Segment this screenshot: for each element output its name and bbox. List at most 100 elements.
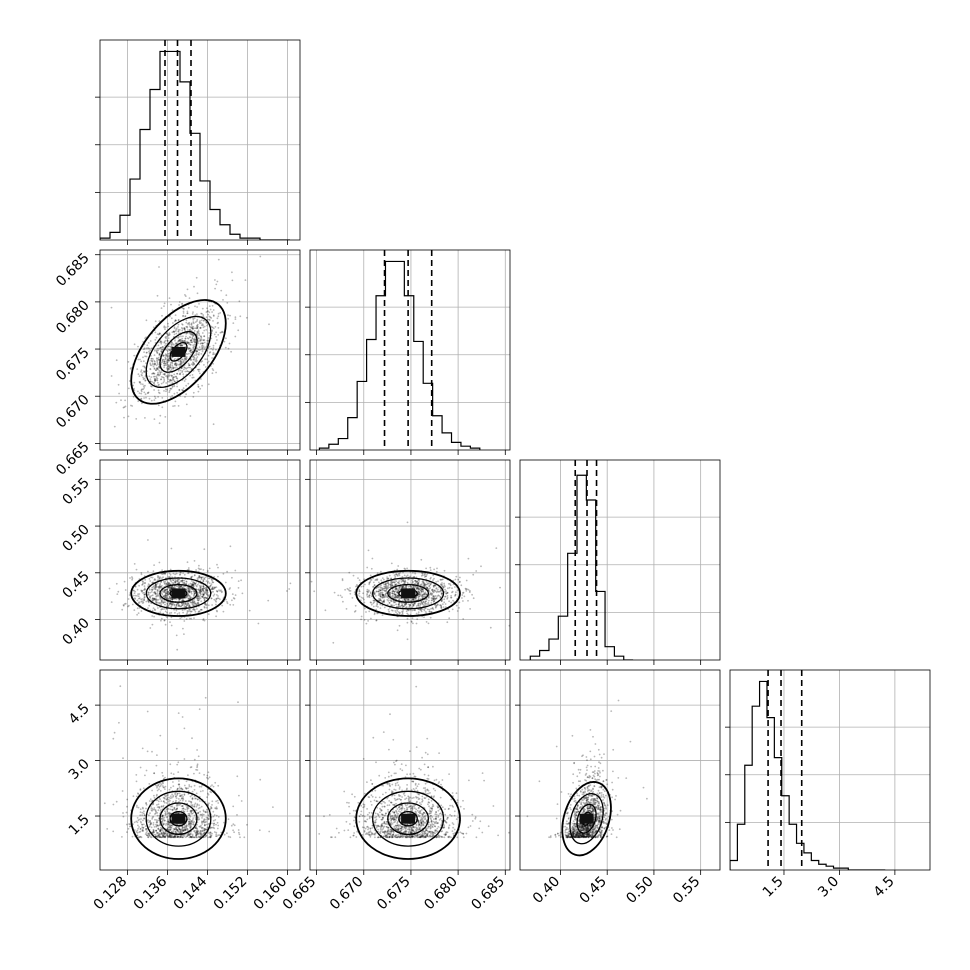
sample-point [202,790,204,792]
sample-point [205,597,208,599]
sample-point [140,390,143,393]
sample-point [393,604,395,607]
sample-point [151,807,154,810]
sample-point [142,388,145,391]
sample-point [187,329,189,331]
sample-point [138,375,141,377]
sample-point [446,595,449,597]
sample-point [211,326,214,329]
sample-point [458,601,461,604]
sample-point [163,832,166,835]
sample-point [154,812,157,815]
sample-point [417,590,419,593]
sample-point [180,363,182,365]
sample-point [184,294,186,296]
sample-point [393,591,396,593]
sample-point [157,595,159,598]
sample-point [167,598,170,601]
sample-point [439,590,442,593]
sample-point [394,594,397,597]
sample-point [191,333,193,336]
sample-point [186,367,189,369]
sample-point [153,597,156,600]
sample-point [174,363,176,366]
sample-point [152,375,155,378]
sample-point [144,379,147,382]
y-tick-label: 0.675 [53,345,93,385]
sample-point [147,570,149,573]
sample-point [178,388,181,391]
sample-point [130,404,132,407]
sample-point [187,572,189,575]
sample-point [412,598,414,601]
sample-point [360,585,363,588]
sample-point [396,609,399,612]
sample-point [175,327,178,330]
sample-point [197,342,200,344]
sample-point [406,638,409,641]
histogram-steps [318,260,481,450]
sample-point [162,576,165,579]
sample-point [210,807,213,809]
sample-point [177,712,180,714]
sample-point [149,823,152,826]
sample-point [406,567,408,570]
sample-point [191,356,194,358]
sample-point [143,587,146,590]
sample-point [423,584,426,586]
sample-point [124,602,127,605]
sample-point [383,600,385,603]
sample-point [422,601,425,603]
sample-point [360,615,363,618]
sample-point [423,573,426,575]
sample-point [153,372,155,375]
sample-point [414,596,417,599]
sample-point [190,592,193,595]
sample-point [429,593,432,596]
sample-point [220,289,223,292]
sample-point [239,315,242,318]
sample-point [215,806,218,808]
sample-point [138,818,141,821]
sample-point [189,832,192,835]
sample-point [163,582,166,584]
sample-point [163,390,165,392]
sample-point [162,833,165,836]
sample-point [197,812,199,815]
sample-point [161,573,164,575]
sample-point [192,344,195,347]
sample-point [144,384,146,387]
sample-point [191,313,194,315]
sample-point [214,586,217,589]
sample-point [436,595,439,597]
sample-point [390,604,392,606]
sample-point [399,578,402,581]
sample-point [181,307,184,310]
sample-point [170,343,173,346]
sample-point [431,590,434,592]
sample-point [200,312,203,315]
sample-point [392,589,395,592]
sample-point [151,599,154,602]
sample-point [194,360,197,362]
sample-point [149,812,151,815]
sample-point [204,828,207,831]
sample-point [195,276,198,279]
sample-point [199,588,202,591]
sample-point [202,820,205,823]
sample-point [426,586,429,589]
sample-point [185,826,188,828]
sample-point [186,830,189,832]
sample-point [196,803,199,806]
sample-point [191,588,193,590]
sample-point [123,603,126,605]
sample-point [166,582,168,585]
sample-point [389,584,392,587]
sample-point [136,821,139,824]
sample-point [188,800,190,803]
sample-point [424,595,426,598]
sample-point [204,604,207,606]
sample-point [341,578,344,580]
sample-point [422,593,425,596]
sample-point [160,361,163,364]
